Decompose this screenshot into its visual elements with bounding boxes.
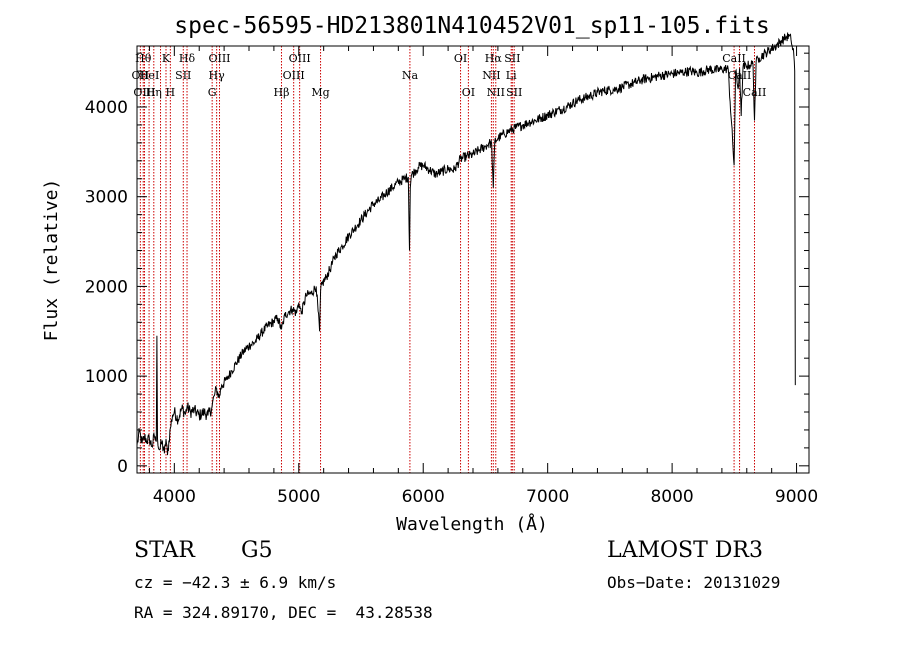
- y-axis-label: Flux (relative): [41, 179, 62, 342]
- spectral-line-label: Hη: [146, 86, 162, 99]
- spectral-line-label: Na: [402, 69, 419, 82]
- spectral-line-label: CaII: [743, 86, 767, 99]
- x-tick-label: 7000: [526, 487, 569, 507]
- spectral-line-label: HeI: [139, 69, 159, 82]
- y-tick-label: 2000: [85, 277, 128, 297]
- spectral-line-label: OIII: [289, 52, 311, 65]
- y-tick-label: 1000: [85, 367, 128, 387]
- spectral-line-label: SII: [506, 86, 522, 99]
- spectral-line-label: K: [162, 52, 171, 65]
- y-axis-ticks: 0 1000 2000 3000 4000: [85, 52, 809, 477]
- spectral-line-label: Hβ: [274, 86, 290, 99]
- spectral-line-label: SII: [504, 52, 520, 65]
- y-tick-label: 0: [117, 457, 128, 477]
- redshift-velocity: cz = −42.3 ± 6.9 km/s: [134, 573, 337, 592]
- plot-frame: [136, 45, 810, 474]
- spectral-line-label: NII: [487, 86, 505, 99]
- spectral-line-label: CaII: [722, 52, 746, 65]
- y-tick-label: 3000: [85, 188, 128, 208]
- spectral-line-label: Hγ: [209, 69, 226, 82]
- object-subclass: G5: [241, 538, 273, 563]
- flux-series-line: [136, 32, 796, 456]
- spectral-line-label: SII: [175, 69, 191, 82]
- x-axis-ticks: 4000 5000 6000 7000 8000 9000: [148, 46, 818, 507]
- survey-name: LAMOST DR3: [607, 538, 763, 563]
- observation-date: Obs−Date: 20131029: [607, 573, 781, 592]
- spectral-line-markers: [139, 46, 755, 473]
- coordinates: RA = 324.89170, DEC = 43.28538: [134, 603, 433, 622]
- spectral-line-label: NII: [482, 69, 500, 82]
- spectral-line-label: Hθ: [135, 52, 152, 65]
- chart-title: spec-56595-HD213801N410452V01_sp11-105.f…: [174, 13, 769, 39]
- object-class: STAR: [134, 538, 195, 563]
- x-tick-label: 8000: [650, 487, 693, 507]
- spectral-line-label: Hδ: [179, 52, 196, 65]
- spectral-line-label: Li: [506, 69, 517, 82]
- y-tick-label: 4000: [85, 98, 128, 118]
- spectral-line-label: G: [208, 86, 217, 99]
- spectral-line-label: H: [166, 86, 176, 99]
- spectral-line-label: Mg: [311, 86, 329, 99]
- x-tick-label: 5000: [277, 487, 320, 507]
- x-tick-label: 9000: [775, 487, 818, 507]
- spectral-line-label: OII: [132, 69, 150, 82]
- x-tick-label: 4000: [153, 487, 196, 507]
- spectral-line-labels: HθOIIOIIIHeIHηKHSIIHδGHγOIIIHβOIIIOIIIMg…: [132, 52, 767, 99]
- spectral-line-label: OIII: [208, 52, 230, 65]
- x-tick-label: 6000: [402, 487, 445, 507]
- x-axis-label: Wavelength (Å): [396, 513, 548, 535]
- spectral-line-label: OIII: [283, 69, 305, 82]
- spectral-line-label: OI: [462, 86, 475, 99]
- spectral-line-label: Hα: [485, 52, 503, 65]
- spectral-line-label: OI: [454, 52, 467, 65]
